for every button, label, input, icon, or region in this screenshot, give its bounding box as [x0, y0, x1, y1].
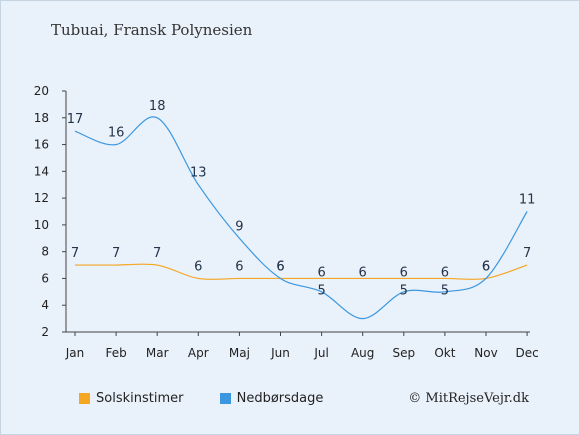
data-label-rain-days: 6: [317, 265, 325, 280]
data-label-sunshine: 6: [482, 259, 490, 274]
series-line-sunshine: [75, 263, 528, 281]
y-tick-label: 20: [34, 84, 49, 98]
x-tick-label: Maj: [229, 346, 250, 360]
data-label-rain-days: 16: [108, 126, 125, 141]
data-point-sunshine: [526, 264, 529, 267]
data-label-rain-days: 11: [519, 193, 536, 208]
y-tick-label: 6: [41, 271, 49, 285]
x-tick-label: Nov: [474, 346, 497, 360]
data-label-rain-days: 6: [482, 259, 490, 274]
data-point-rain-days: [526, 210, 529, 213]
x-tick-label: Jun: [270, 346, 290, 360]
x-tick-label: Dec: [515, 346, 538, 360]
x-tick-label: Jul: [313, 346, 328, 360]
x-tick-label: Okt: [434, 346, 455, 360]
legend: Solskinstimer Nedbørsdage: [79, 391, 355, 408]
x-tick-label: Sep: [392, 346, 415, 360]
series-lines: [74, 116, 529, 320]
legend-label-sunshine: Solskinstimer: [96, 391, 184, 406]
data-label-sunshine: 7: [71, 246, 79, 261]
data-label-sunshine: 6: [235, 259, 243, 274]
y-tick-label: 18: [34, 111, 49, 125]
data-label-sunshine: 5: [441, 283, 449, 298]
data-point-rain-days: [279, 277, 282, 280]
legend-item-sunshine: Solskinstimer: [79, 391, 183, 406]
x-tick-label: Jan: [65, 346, 85, 360]
data-label-sunshine: 7: [523, 246, 531, 261]
data-label-sunshine: 6: [276, 259, 284, 274]
x-tick-label: Mar: [146, 346, 169, 360]
data-label-rain-days: 18: [149, 99, 166, 114]
legend-swatch-rain-days: [219, 393, 231, 404]
data-label-rain-days: 6: [276, 259, 284, 274]
data-label-sunshine: 5: [400, 283, 408, 298]
data-label-rain-days: 17: [67, 112, 84, 127]
data-label-rain-days: 13: [190, 166, 207, 181]
legend-swatch-sunshine: [79, 393, 90, 404]
data-label-rain-days: 6: [441, 265, 449, 280]
data-label-rain-days: 6: [359, 265, 367, 280]
data-label-sunshine: 5: [317, 283, 325, 298]
x-tick-label: Feb: [105, 346, 126, 360]
x-tick-label: Apr: [188, 346, 209, 360]
y-tick-label: 2: [41, 325, 49, 339]
data-point-sunshine: [197, 277, 200, 280]
series-line-rain-days: [74, 116, 528, 320]
data-point-sunshine: [74, 264, 77, 267]
y-tick-label: 8: [41, 245, 49, 259]
data-point-rain-days: [361, 317, 364, 320]
data-label-rain-days: 6: [400, 265, 408, 280]
site-credit: © MitRejseVejr.dk: [408, 391, 529, 406]
data-point-rain-days: [238, 237, 241, 240]
legend-label-rain-days: Nedbørsdage: [236, 391, 324, 406]
data-point-rain-days: [74, 130, 77, 133]
data-label-rain-days: 9: [235, 219, 243, 234]
legend-item-rain-days: Nedbørsdage: [219, 391, 324, 406]
data-point-rain-days: [156, 116, 159, 119]
y-tick-label: 4: [41, 298, 49, 312]
data-point-rain-days: [197, 183, 200, 186]
y-tick-label: 10: [34, 218, 49, 232]
y-tick-label: 12: [34, 191, 49, 205]
data-label-sunshine: 7: [112, 246, 120, 261]
data-point-rain-days: [115, 143, 118, 146]
axes: 2 4 6 8 10 12 14 16 18 20 Jan Feb Mar Apr Maj Jun Jul Aug…: [34, 84, 539, 360]
y-tick-label: 16: [34, 138, 49, 152]
data-point-sunshine: [156, 264, 159, 267]
data-point-rain-days: [485, 277, 488, 280]
chart-title: Tubuai, Fransk Polynesien: [51, 21, 253, 39]
data-label-sunshine: 6: [194, 259, 202, 274]
x-tick-label: Aug: [351, 346, 374, 360]
data-label-sunshine: 7: [153, 246, 161, 261]
data-point-sunshine: [238, 277, 241, 280]
y-tick-label: 14: [34, 164, 49, 178]
data-point-sunshine: [115, 264, 118, 267]
